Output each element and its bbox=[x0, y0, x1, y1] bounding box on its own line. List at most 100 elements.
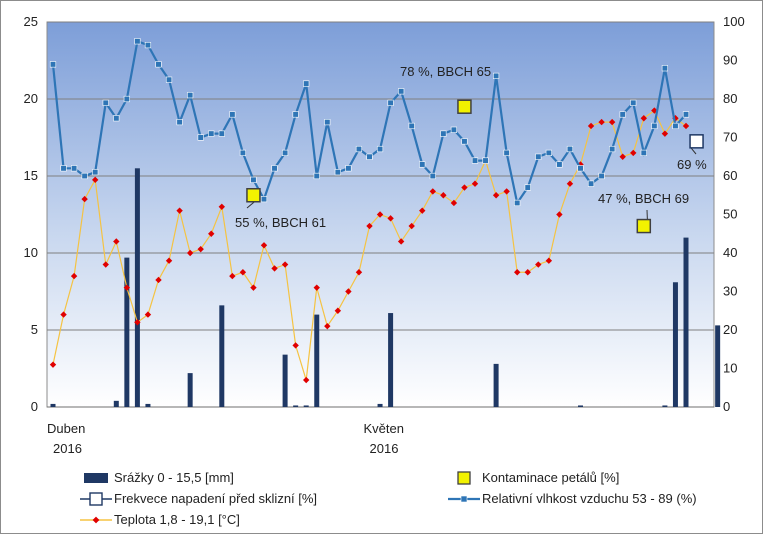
temperature-point bbox=[461, 184, 468, 191]
rain-bar bbox=[314, 314, 320, 407]
temperature-point bbox=[197, 245, 204, 253]
temperature-point bbox=[661, 130, 669, 137]
humidity-point bbox=[556, 161, 563, 168]
humidity-point bbox=[81, 172, 88, 180]
temperature-point bbox=[239, 269, 247, 276]
frequency-label: 69 % bbox=[677, 157, 707, 172]
humidity-point bbox=[651, 122, 658, 130]
humidity-point bbox=[587, 180, 595, 187]
humidity-point bbox=[197, 134, 204, 141]
temperature-point bbox=[60, 311, 67, 318]
bar-series bbox=[50, 168, 721, 407]
temperature-point bbox=[450, 199, 458, 207]
y-left-tick-label: 25 bbox=[24, 14, 38, 29]
humidity-point bbox=[524, 184, 531, 191]
contamination-label: 78 %, BBCH 65 bbox=[400, 64, 491, 79]
humidity-point bbox=[566, 145, 574, 153]
frequency-marker bbox=[689, 134, 704, 149]
temperature-point bbox=[608, 118, 616, 126]
humidity-point bbox=[71, 165, 78, 172]
humidity-point bbox=[123, 95, 130, 103]
rain-bar bbox=[377, 403, 383, 407]
y-right-tick-label: 90 bbox=[723, 53, 737, 68]
legend-swatch-rain bbox=[84, 473, 108, 483]
temperature-point bbox=[281, 261, 289, 268]
x-tick-label-month: Duben bbox=[47, 421, 85, 436]
contamination-label: 47 %, BBCH 69 bbox=[598, 191, 689, 206]
humidity-point bbox=[609, 145, 616, 153]
temperature-point bbox=[70, 272, 78, 280]
rain-bar bbox=[134, 168, 140, 407]
humidity-point bbox=[630, 99, 637, 106]
humidity-point bbox=[271, 165, 278, 172]
humidity-point bbox=[281, 149, 289, 157]
legend-label: Frekvece napadení před sklizní [%] bbox=[114, 491, 317, 506]
temperature-point bbox=[397, 238, 405, 245]
contamination-label: 55 %, BBCH 61 bbox=[235, 215, 326, 230]
legend-label: Relativní vlhkost vzduchu 53 - 89 (%) bbox=[482, 491, 697, 506]
rain-bar bbox=[187, 373, 193, 407]
rain-bar bbox=[113, 400, 119, 407]
humidity-point bbox=[260, 196, 268, 203]
humidity-point bbox=[640, 149, 647, 157]
y-left-tick-label: 20 bbox=[24, 91, 38, 106]
temperature-point bbox=[229, 272, 236, 280]
rain-bar bbox=[683, 237, 689, 407]
humidity-point bbox=[514, 199, 521, 207]
y-right-tick-label: 20 bbox=[723, 322, 737, 337]
y-right-tick-label: 10 bbox=[723, 361, 737, 376]
humidity-point bbox=[60, 165, 67, 172]
temperature-point bbox=[514, 269, 521, 276]
temperature-point bbox=[524, 269, 531, 276]
temperature-point bbox=[155, 276, 162, 284]
rain-bar bbox=[715, 325, 721, 407]
temperature-point bbox=[102, 261, 109, 268]
temperature-point bbox=[208, 230, 215, 237]
temperature-point bbox=[598, 118, 605, 126]
temperature-point bbox=[134, 319, 141, 326]
humidity-point bbox=[187, 92, 194, 99]
temperature-point bbox=[630, 149, 637, 157]
legend-swatch-frequency bbox=[89, 492, 103, 506]
legend-swatch-humidity-point bbox=[460, 495, 468, 503]
temperature-point bbox=[471, 180, 479, 187]
humidity-point bbox=[144, 41, 152, 49]
temperature-point bbox=[218, 203, 225, 210]
y-right-tick-label: 30 bbox=[723, 284, 737, 299]
rain-bar bbox=[672, 282, 678, 407]
legend-label: Teplota 1,8 - 19,1 [°C] bbox=[114, 512, 240, 527]
y-right-tick-label: 80 bbox=[723, 91, 737, 106]
temperature-point bbox=[651, 107, 658, 114]
humidity-point bbox=[387, 99, 394, 106]
temperature-point bbox=[165, 257, 173, 264]
x-tick-label-month: Květen bbox=[364, 421, 404, 436]
contamination-marker bbox=[636, 218, 652, 234]
legend-label: Srážky 0 - 15,5 [mm] bbox=[114, 470, 234, 485]
temperature-point bbox=[334, 307, 342, 314]
temperature-point bbox=[260, 242, 268, 249]
humidity-point bbox=[113, 115, 120, 122]
humidity-point bbox=[577, 165, 584, 172]
rain-bar bbox=[578, 405, 583, 407]
rain-bar bbox=[388, 313, 394, 407]
y-left-tick-label: 0 bbox=[31, 399, 38, 414]
rain-bar bbox=[145, 403, 151, 407]
rain-bar bbox=[293, 405, 299, 407]
legend-swatch-temperature-point bbox=[92, 516, 100, 524]
humidity-point bbox=[49, 61, 57, 68]
humidity-point bbox=[672, 122, 679, 130]
humidity-point bbox=[218, 130, 225, 137]
humidity-point bbox=[324, 119, 331, 126]
temperature-point bbox=[292, 342, 299, 349]
gridlines bbox=[47, 21, 714, 408]
humidity-point bbox=[366, 153, 373, 160]
humidity-point bbox=[345, 165, 352, 172]
y-right-tick-label: 70 bbox=[723, 130, 737, 145]
humidity-point bbox=[408, 122, 415, 130]
humidity-point bbox=[450, 126, 458, 133]
legend-label: Kontaminace petálů [%] bbox=[482, 470, 619, 485]
temperature-point bbox=[640, 115, 647, 122]
temperature-point bbox=[492, 192, 500, 199]
temperature-point bbox=[672, 115, 679, 122]
temperature-point bbox=[345, 288, 352, 295]
